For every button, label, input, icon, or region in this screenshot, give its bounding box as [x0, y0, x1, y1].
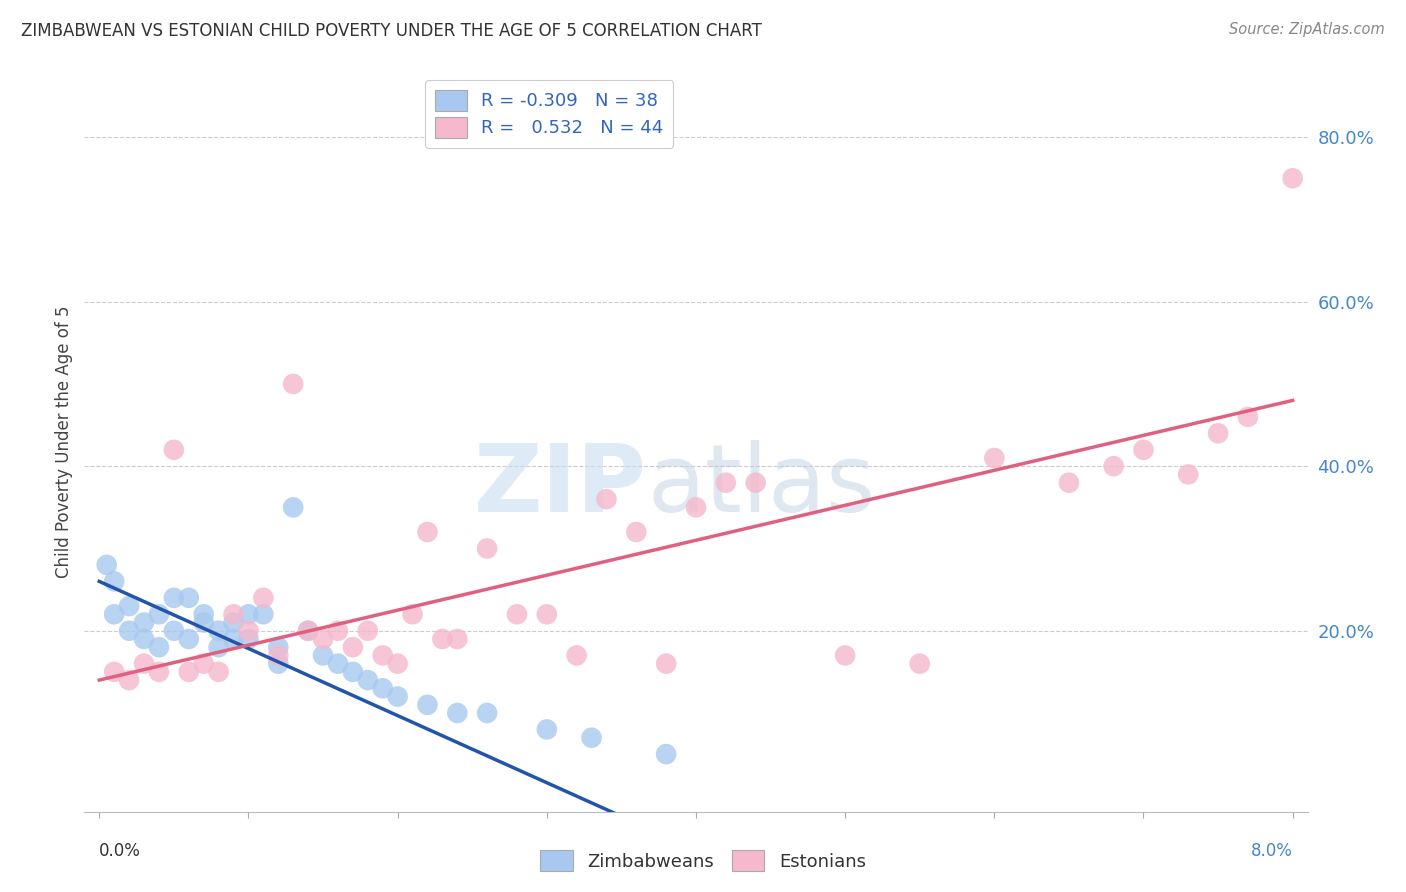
Point — [163, 624, 186, 638]
Point — [267, 657, 290, 671]
Point — [655, 747, 678, 761]
Point — [357, 624, 380, 638]
Point — [222, 607, 245, 622]
Point — [177, 591, 200, 605]
Point — [252, 591, 274, 605]
Point — [163, 442, 186, 457]
Point — [565, 648, 588, 663]
Point — [1237, 409, 1260, 424]
Text: ZIMBABWEAN VS ESTONIAN CHILD POVERTY UNDER THE AGE OF 5 CORRELATION CHART: ZIMBABWEAN VS ESTONIAN CHILD POVERTY UND… — [21, 22, 762, 40]
Point — [118, 673, 141, 687]
Text: atlas: atlas — [647, 440, 876, 532]
Point — [536, 723, 558, 737]
Point — [432, 632, 454, 646]
Point — [177, 632, 200, 646]
Text: 8.0%: 8.0% — [1251, 842, 1292, 860]
Point — [475, 541, 498, 556]
Point — [103, 607, 125, 622]
Point — [132, 657, 155, 671]
Point — [283, 500, 305, 515]
Point — [252, 607, 274, 622]
Text: Source: ZipAtlas.com: Source: ZipAtlas.com — [1229, 22, 1385, 37]
Point — [655, 657, 678, 671]
Point — [744, 475, 766, 490]
Point — [222, 615, 245, 630]
Point — [148, 665, 170, 679]
Point — [401, 607, 423, 622]
Point — [371, 681, 394, 696]
Point — [267, 648, 290, 663]
Point — [267, 640, 290, 655]
Point — [193, 657, 215, 671]
Point — [342, 640, 364, 655]
Point — [238, 632, 260, 646]
Point — [193, 615, 215, 630]
Point — [595, 492, 617, 507]
Point — [371, 648, 394, 663]
Text: 0.0%: 0.0% — [100, 842, 141, 860]
Point — [297, 624, 319, 638]
Point — [312, 648, 335, 663]
Point — [238, 607, 260, 622]
Y-axis label: Child Poverty Under the Age of 5: Child Poverty Under the Age of 5 — [55, 305, 73, 578]
Point — [387, 657, 409, 671]
Point — [908, 657, 931, 671]
Point — [475, 706, 498, 720]
Point — [342, 665, 364, 679]
Point — [357, 673, 380, 687]
Point — [207, 665, 229, 679]
Point — [207, 640, 229, 655]
Point — [193, 607, 215, 622]
Legend: Zimbabweans, Estonians: Zimbabweans, Estonians — [533, 843, 873, 879]
Point — [312, 632, 335, 646]
Point — [387, 690, 409, 704]
Point — [685, 500, 707, 515]
Point — [148, 640, 170, 655]
Point — [506, 607, 529, 622]
Point — [416, 524, 439, 539]
Point — [103, 574, 125, 589]
Point — [1177, 467, 1199, 482]
Point — [1206, 426, 1229, 441]
Point — [163, 591, 186, 605]
Point — [1057, 475, 1080, 490]
Point — [326, 624, 349, 638]
Point — [96, 558, 118, 572]
Point — [222, 632, 245, 646]
Point — [714, 475, 737, 490]
Point — [297, 624, 319, 638]
Point — [283, 376, 305, 391]
Point — [132, 632, 155, 646]
Point — [1102, 459, 1125, 474]
Legend: R = -0.309   N = 38, R =   0.532   N = 44: R = -0.309 N = 38, R = 0.532 N = 44 — [425, 80, 673, 148]
Point — [148, 607, 170, 622]
Point — [1281, 171, 1303, 186]
Point — [1132, 442, 1154, 457]
Point — [238, 624, 260, 638]
Point — [581, 731, 603, 745]
Point — [132, 615, 155, 630]
Point — [983, 450, 1005, 465]
Point — [118, 599, 141, 613]
Point — [446, 632, 468, 646]
Text: ZIP: ZIP — [474, 440, 647, 532]
Point — [326, 657, 349, 671]
Point — [103, 665, 125, 679]
Point — [416, 698, 439, 712]
Point — [207, 624, 229, 638]
Point — [834, 648, 856, 663]
Point — [446, 706, 468, 720]
Point — [177, 665, 200, 679]
Point — [536, 607, 558, 622]
Point — [118, 624, 141, 638]
Point — [626, 524, 648, 539]
